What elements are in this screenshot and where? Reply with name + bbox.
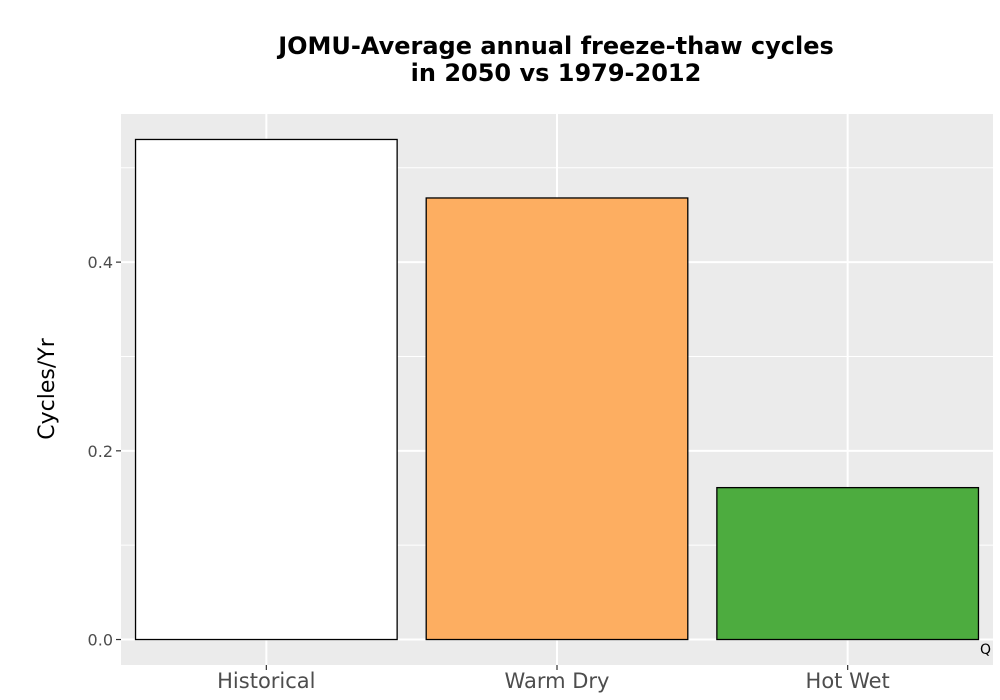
x-tick-label: Warm Dry (505, 669, 610, 693)
x-tick-label: Hot Wet (806, 669, 890, 693)
y-tick-label: 0.2 (88, 442, 113, 461)
y-axis-ticks: 0.0 0.2 0.4 (88, 253, 121, 650)
bar-warm-dry (425, 197, 689, 641)
y-tick-label: 0.4 (88, 253, 113, 272)
y-axis-title: Cycles/Yr (35, 337, 60, 439)
bar-historical (134, 138, 398, 641)
chart-title-line-2: in 2050 vs 1979-2012 (411, 59, 702, 87)
x-axis-ticks: Historical Warm Dry Hot Wet (217, 665, 890, 693)
x-tick-label: Historical (217, 669, 315, 693)
y-tick-label: 0.0 (88, 631, 113, 650)
bar-group (134, 138, 980, 641)
chart-title-line-1: JOMU-Average annual freeze-thaw cycles (276, 32, 834, 60)
corner-note: Q (980, 642, 991, 658)
bar-hot-wet (716, 486, 980, 641)
